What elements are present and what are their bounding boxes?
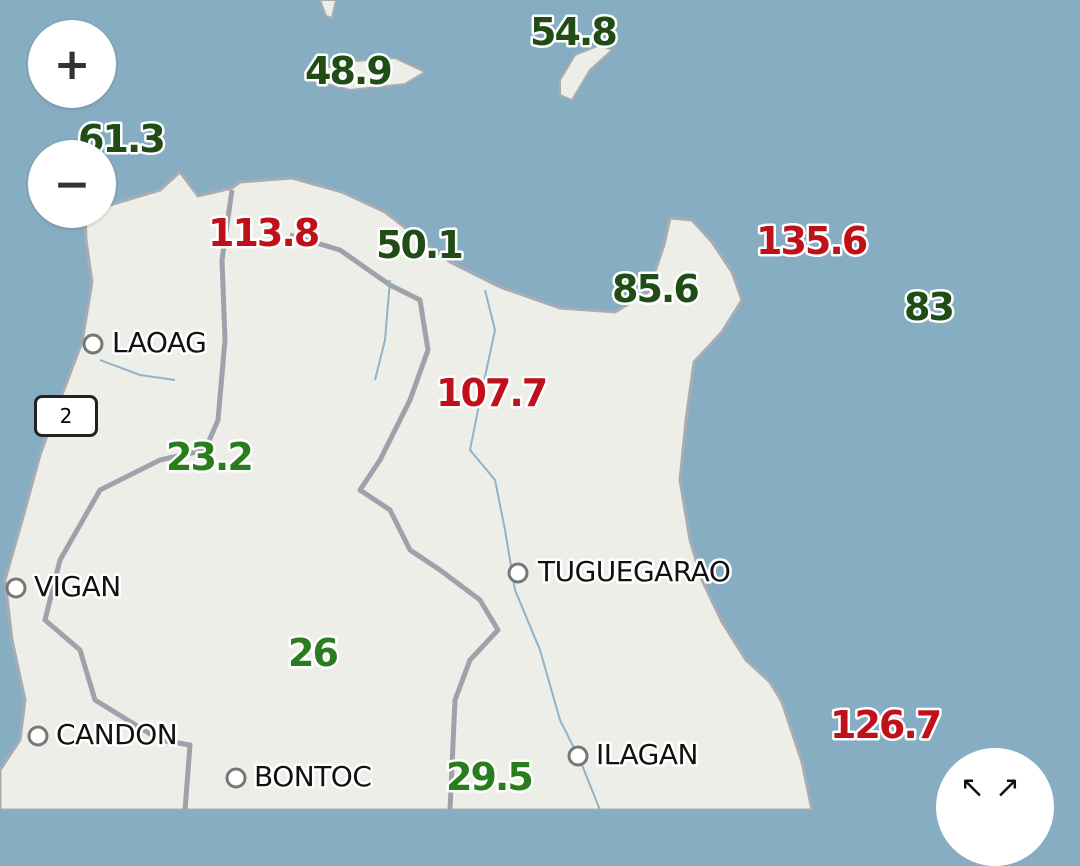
value-label: 23.2 <box>166 435 252 479</box>
minus-icon: − <box>53 158 91 210</box>
city-vigan: VIGAN <box>34 570 121 603</box>
city-labels: LAOAG VIGAN CANDON BONTOC TUGUEGARAO ILA… <box>32 324 734 796</box>
city-bontoc: BONTOC <box>254 760 371 793</box>
fullscreen-button[interactable]: ↖↗ <box>936 748 1054 866</box>
road-shield: 2 <box>34 395 98 437</box>
city-ilagan: ILAGAN <box>596 738 698 771</box>
value-label: 83 <box>904 285 953 329</box>
borders <box>42 189 501 810</box>
city-laoag: LAOAG <box>112 326 206 359</box>
land <box>0 0 814 810</box>
plus-icon: + <box>53 38 91 90</box>
value-label: 85.6 <box>612 267 698 311</box>
value-label: 54.8 <box>530 10 616 54</box>
value-label: 113.8 <box>208 211 319 255</box>
value-labels: 54.8 48.9 61.3 113.8 50.1 135.6 85.6 83 … <box>76 8 958 802</box>
value-label: 61.3 <box>78 117 164 161</box>
zoom-out-button[interactable]: − <box>28 140 116 228</box>
value-label: 126.7 <box>830 703 940 747</box>
road-number: 2 <box>59 404 73 428</box>
city-candon: CANDON <box>56 718 177 751</box>
value-label: 50.1 <box>376 223 462 267</box>
value-label: 29.5 <box>446 755 532 799</box>
expand-icon: ↖↗ <box>959 770 1031 805</box>
city-markers <box>5 333 589 789</box>
value-label: 107.7 <box>436 371 546 415</box>
zoom-in-button[interactable]: + <box>28 20 116 108</box>
value-label: 135.6 <box>756 219 867 263</box>
value-label: 48.9 <box>305 49 391 93</box>
value-label: 26 <box>288 631 337 675</box>
city-tuguegarao: TUGUEGARAO <box>537 555 730 588</box>
rivers <box>99 279 601 810</box>
map[interactable]: LAOAG VIGAN CANDON BONTOC TUGUEGARAO ILA… <box>0 0 1080 810</box>
